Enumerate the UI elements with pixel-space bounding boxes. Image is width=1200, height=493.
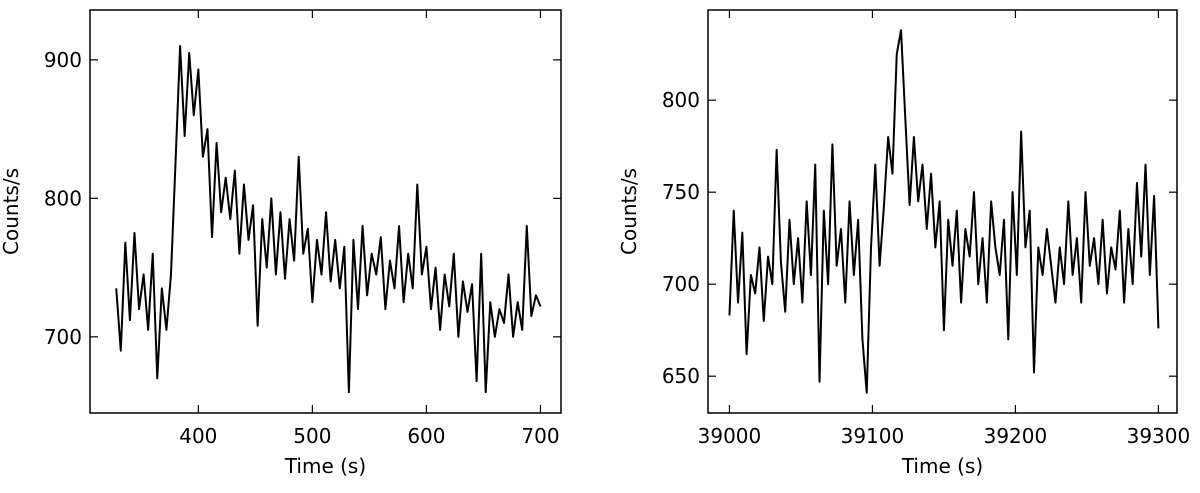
x-axis-label: Time (s)	[284, 454, 366, 478]
light-curve	[115, 45, 542, 394]
x-tick-label: 39000	[698, 424, 762, 448]
y-axis-label: Counts/s	[617, 168, 641, 255]
x-tick-label: 39200	[984, 424, 1048, 448]
y-axis-label: Counts/s	[0, 168, 23, 255]
x-tick-label: 39300	[1127, 424, 1191, 448]
x-tick-label: 39100	[841, 424, 905, 448]
x-tick-label: 700	[521, 424, 559, 448]
light-curve	[728, 29, 1160, 394]
x-tick-label: 400	[179, 424, 217, 448]
y-tick-label: 700	[662, 272, 700, 296]
y-tick-label: 700	[44, 325, 82, 349]
x-tick-label: 600	[407, 424, 445, 448]
plot-frame	[707, 9, 1178, 414]
plot-frame	[89, 9, 562, 414]
y-tick-label: 900	[44, 48, 82, 72]
y-tick-label: 800	[662, 88, 700, 112]
y-tick-label: 650	[662, 364, 700, 388]
x-axis-label: Time (s)	[901, 454, 983, 478]
x-tick-label: 500	[293, 424, 331, 448]
y-tick-label: 800	[44, 186, 82, 210]
y-tick-label: 750	[662, 180, 700, 204]
